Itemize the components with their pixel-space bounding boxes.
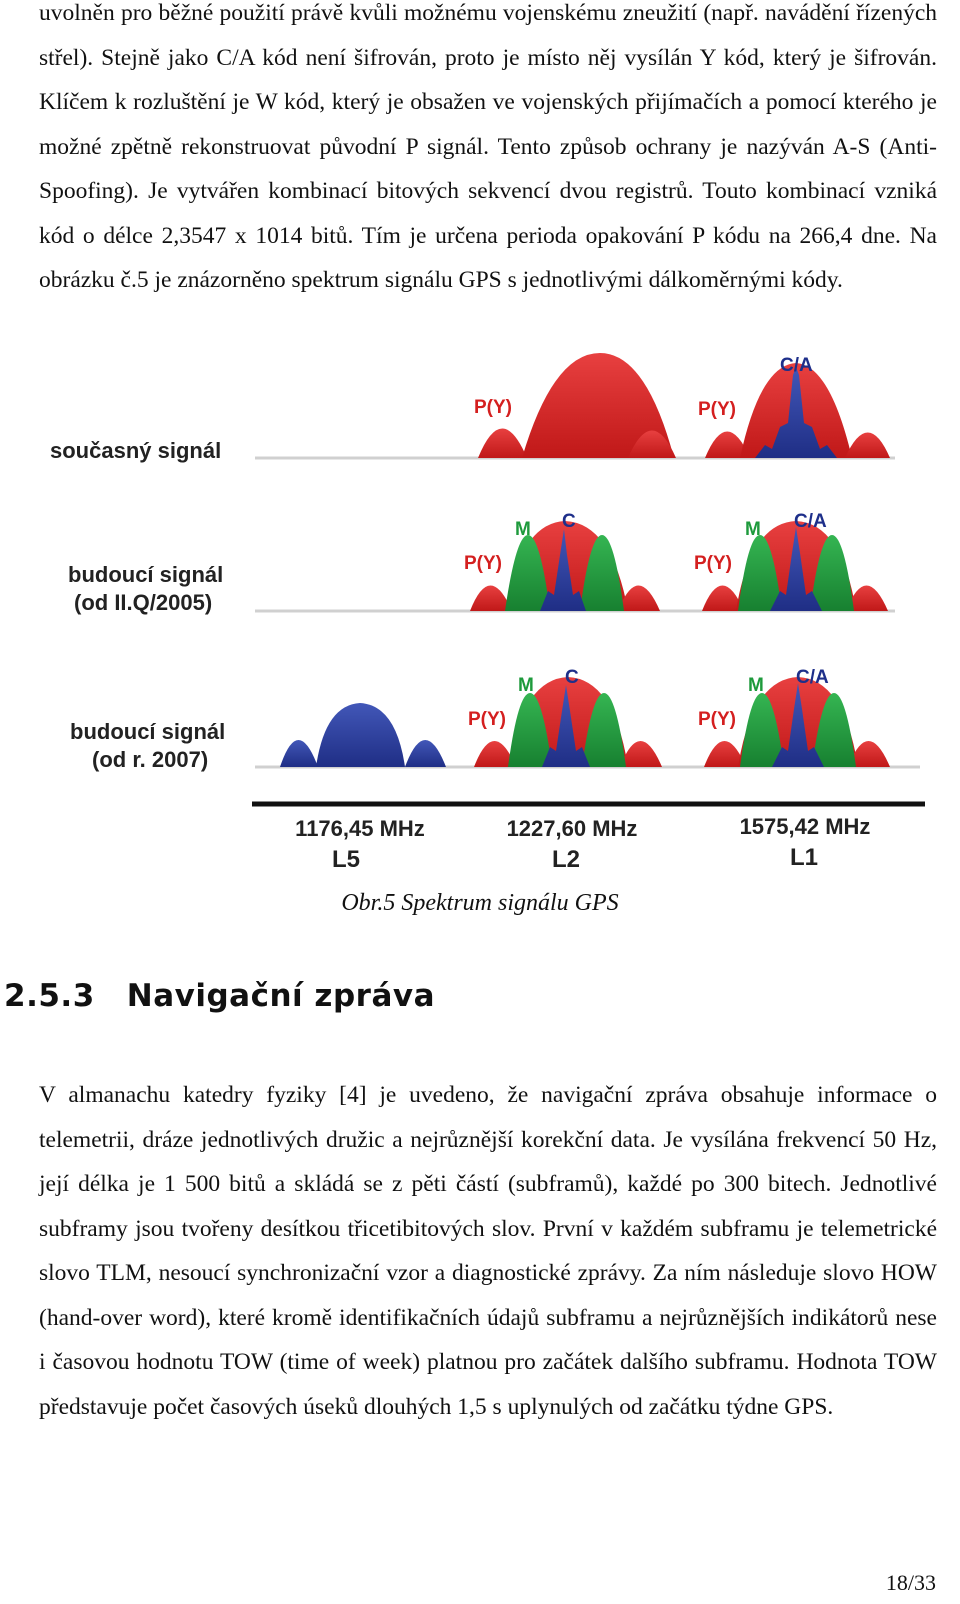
row-2005-l2 xyxy=(470,521,660,611)
section-title: Navigační zpráva xyxy=(126,978,436,1014)
label-ca-2005-l1: C/A xyxy=(794,511,827,532)
band-l1-frequency: 1575,42 MHz xyxy=(740,814,871,839)
label-future-signal-2: budoucí signál xyxy=(70,719,225,744)
page-number: 18/33 xyxy=(885,1570,936,1595)
row-current-l2 xyxy=(478,353,676,458)
row-2007-l1 xyxy=(704,677,890,767)
figure-caption: Obr.5 Spektrum signálu GPS xyxy=(341,890,619,916)
label-py-current-l2: P(Y) xyxy=(474,397,512,418)
label-ca-2007-l1: C/A xyxy=(796,667,829,688)
gps-spectrum-figure: současný signál budoucí signál (od II.Q/… xyxy=(0,345,960,905)
section-heading: 2.5.3 Navigační zpráva xyxy=(4,978,435,1014)
section-number: 2.5.3 xyxy=(4,978,95,1014)
label-current-signal: současný signál xyxy=(50,438,221,463)
body-paragraph-navigation-message: V almanachu katedry fyziky [4] je uveden… xyxy=(39,1082,937,1420)
label-ca-current-l1: C/A xyxy=(780,355,813,376)
label-m-2007-l1: M xyxy=(748,675,764,696)
label-future-signal-1-date: (od II.Q/2005) xyxy=(74,590,212,615)
band-l1-name: L1 xyxy=(790,844,818,871)
label-future-signal-1: budoucí signál xyxy=(68,562,223,587)
band-l2-frequency: 1227,60 MHz xyxy=(507,816,638,841)
label-py-2005-l2: P(Y) xyxy=(464,553,502,574)
label-py-2007-l1: P(Y) xyxy=(698,709,736,730)
row-2007-l2 xyxy=(474,677,662,767)
body-paragraph-intro: uvolněn pro běžné použití právě kvůli mo… xyxy=(39,0,937,293)
label-m-2007-l2: M xyxy=(518,675,534,696)
label-c-2007-l2: C xyxy=(565,667,579,688)
band-l5-name: L5 xyxy=(332,846,360,873)
band-l5-frequency: 1176,45 MHz xyxy=(295,816,425,841)
label-py-2007-l2: P(Y) xyxy=(468,709,506,730)
label-m-2005-l2: M xyxy=(515,519,531,540)
label-py-2005-l1: P(Y) xyxy=(694,553,732,574)
label-py-current-l1: P(Y) xyxy=(698,399,736,420)
band-l2-name: L2 xyxy=(552,846,580,873)
label-c-2005-l2: C xyxy=(562,511,576,532)
row-2005-l1 xyxy=(702,521,888,611)
label-m-2005-l1: M xyxy=(745,519,761,540)
label-future-signal-2-date: (od r. 2007) xyxy=(92,747,208,772)
row-current-l1 xyxy=(705,363,890,458)
row-2007-l5 xyxy=(280,703,446,767)
